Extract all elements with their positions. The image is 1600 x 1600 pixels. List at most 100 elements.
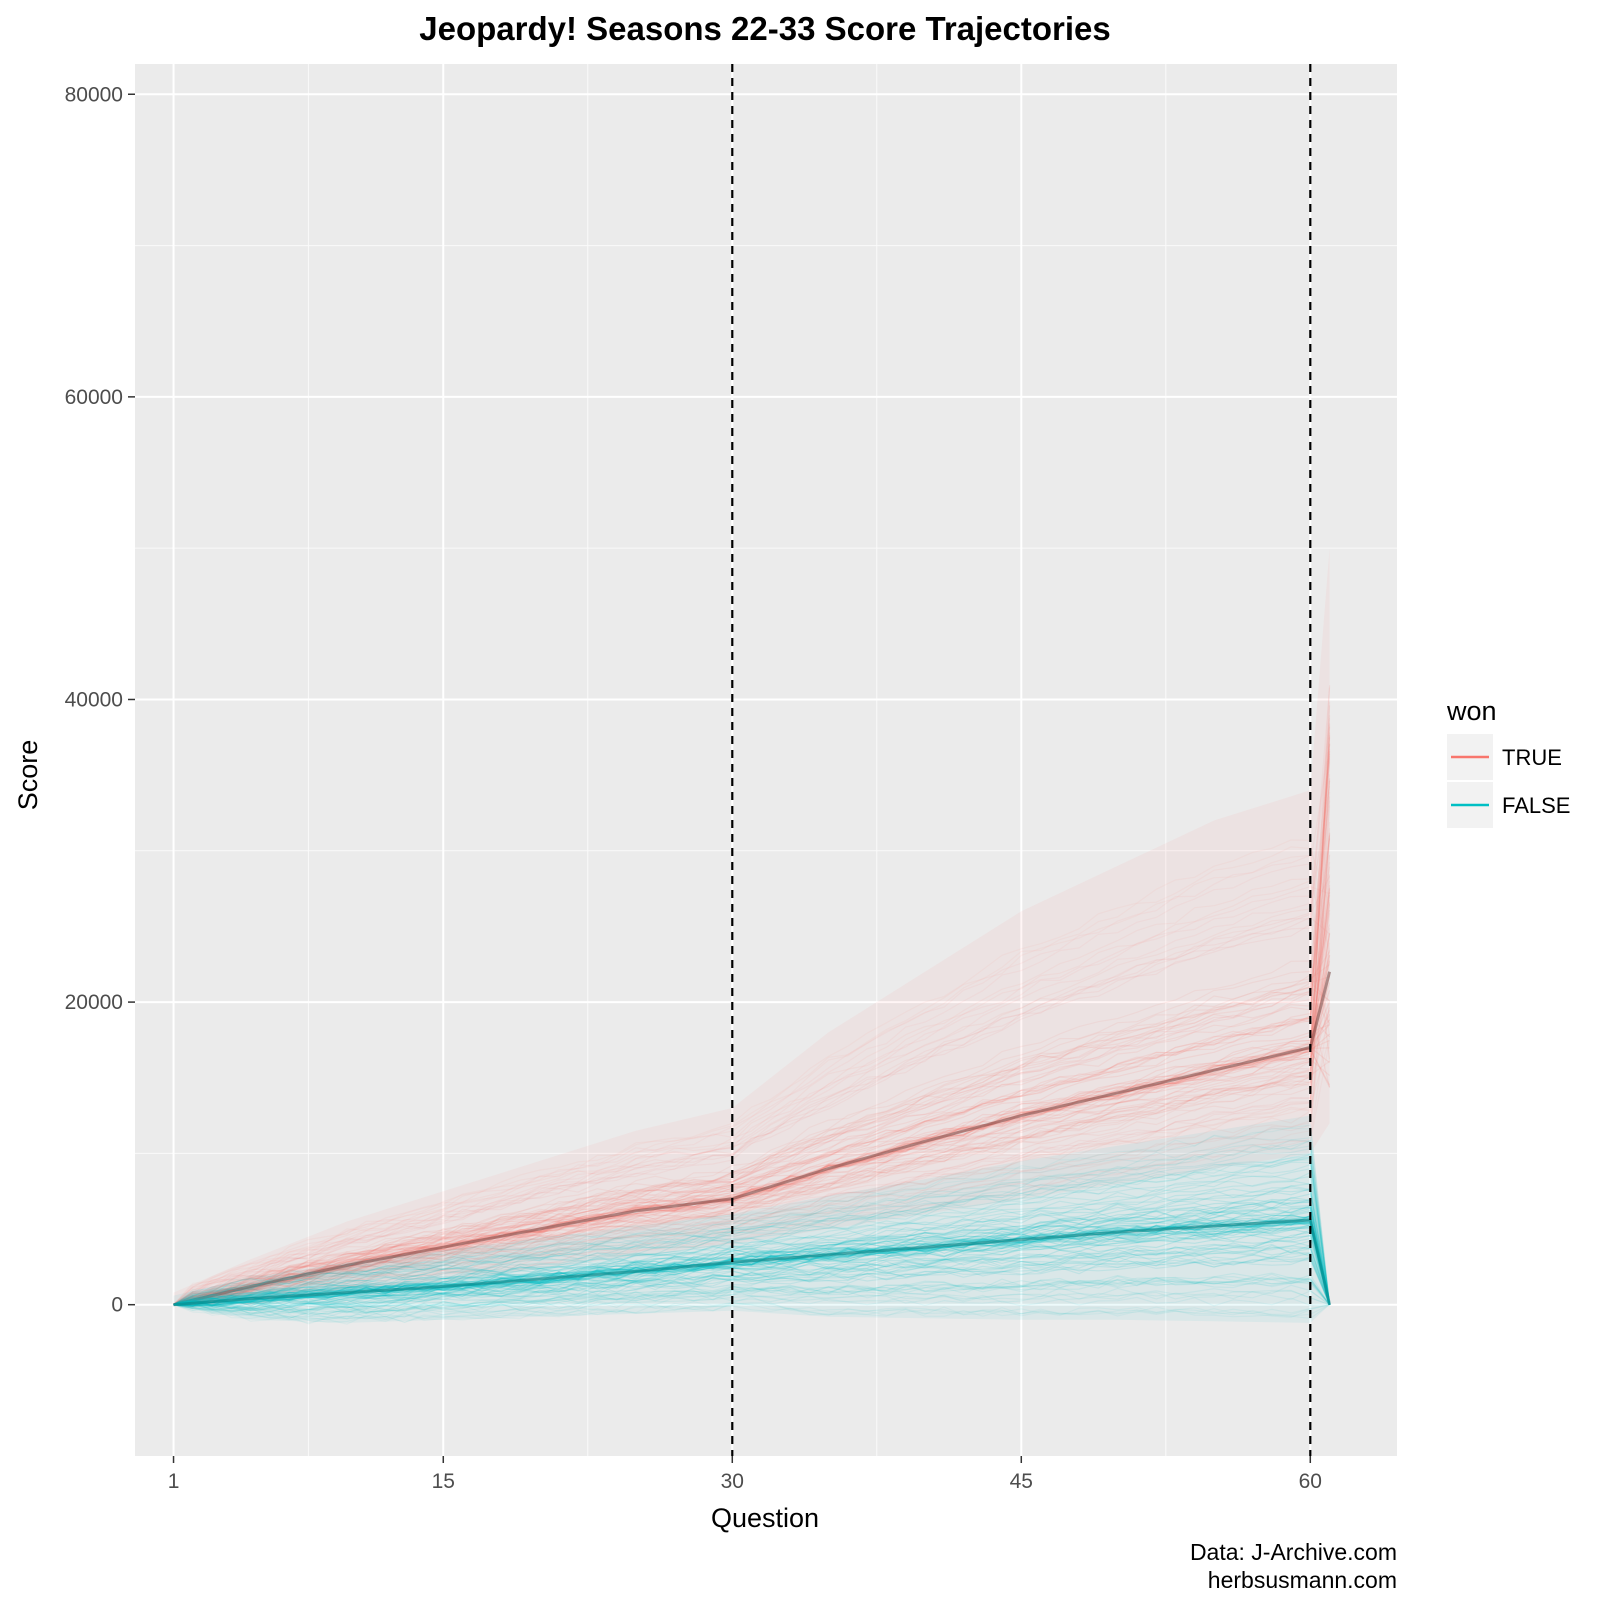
- x-tick-label: 60: [1299, 1470, 1322, 1493]
- trajectory-line: [173, 838, 1331, 1306]
- trajectory-line: [173, 839, 1331, 1306]
- trajectory-line: [173, 1001, 1331, 1306]
- trajectory-line: [173, 724, 1331, 1306]
- trajectory-line: [173, 1180, 1331, 1306]
- trajectory-line: [173, 994, 1331, 1306]
- trajectory-line: [173, 1193, 1331, 1306]
- trajectory-line: [173, 1284, 1330, 1318]
- trajectory-line: [173, 1252, 1331, 1310]
- trajectory-line: [173, 796, 1331, 1306]
- trajectory-line: [173, 1290, 1330, 1320]
- trajectory-line: [173, 1233, 1331, 1307]
- trajectory-line: [173, 1147, 1331, 1306]
- trajectory-line: [173, 1060, 1330, 1306]
- trajectory-line: [173, 1302, 1330, 1323]
- trajectory-line: [173, 1248, 1331, 1309]
- trajectory-line: [173, 1127, 1331, 1306]
- x-axis-title: Question: [711, 1503, 819, 1533]
- x-tick-label: 30: [721, 1470, 744, 1493]
- grid-lines: [135, 64, 1397, 1456]
- trajectory-line: [173, 913, 1331, 1306]
- trajectory-line: [173, 1003, 1331, 1306]
- trajectory-line: [173, 1222, 1331, 1306]
- trajectory-line: [173, 1137, 1331, 1306]
- trajectory-line: [173, 1159, 1331, 1306]
- trajectory-line: [173, 1007, 1331, 1306]
- trajectory-line: [173, 1240, 1331, 1308]
- trajectory-line: [173, 1232, 1331, 1306]
- trajectory-line: [173, 1272, 1331, 1314]
- trajectory-line: [173, 743, 1331, 1306]
- trajectory-line: [173, 745, 1331, 1306]
- trajectory-line: [173, 1048, 1331, 1306]
- trajectory-line: [173, 791, 1331, 1307]
- trajectory-line: [173, 835, 1331, 1306]
- trajectory-line: [173, 1156, 1331, 1306]
- trajectory-line: [173, 927, 1331, 1306]
- trajectory-line: [173, 1187, 1331, 1306]
- trajectory-line: [173, 976, 1330, 1306]
- trajectory-line: [173, 1234, 1331, 1307]
- trajectory-line: [173, 1302, 1330, 1323]
- caption-site: herbsusmann.com: [1208, 1567, 1397, 1593]
- trajectory-line: [173, 761, 1331, 1308]
- trajectory-line: [173, 1124, 1331, 1306]
- trajectory-line: [173, 1019, 1331, 1306]
- trajectory-line: [173, 837, 1331, 1306]
- x-tick-label: 15: [432, 1470, 455, 1493]
- trajectory-line: [173, 805, 1331, 1306]
- trajectory-line: [173, 832, 1331, 1306]
- trajectory-line: [173, 800, 1331, 1306]
- axes: 1 15 30 45 60 0 20000 40000 60000 80000: [65, 83, 1322, 1493]
- trajectory-line: [173, 1145, 1331, 1306]
- trajectory-line: [173, 1205, 1331, 1306]
- trajectory-line: [173, 1289, 1330, 1320]
- trajectory-line: [173, 832, 1331, 1306]
- panel-background: [135, 64, 1397, 1456]
- trajectory-line: [173, 1244, 1331, 1310]
- y-tick-label: 80000: [65, 83, 123, 106]
- trajectory-line: [173, 751, 1331, 1306]
- trajectory-line: [173, 1157, 1331, 1306]
- trajectory-line: [173, 912, 1331, 1306]
- trajectory-line: [173, 1156, 1331, 1306]
- trajectory-line: [173, 756, 1331, 1306]
- trajectory-line: [173, 1196, 1331, 1306]
- trajectory-line: [173, 955, 1331, 1306]
- trajectory-line: [173, 1161, 1331, 1306]
- trajectory-line: [173, 1153, 1331, 1306]
- trajectory-line: [173, 715, 1331, 1306]
- trajectory-line: [173, 1278, 1331, 1314]
- trajectory-line: [173, 774, 1331, 1306]
- trajectory-line: [173, 964, 1330, 1306]
- trajectory-line: [173, 924, 1331, 1306]
- trajectory-line: [173, 705, 1331, 1306]
- trajectory-line: [173, 1040, 1331, 1308]
- trajectory-line: [173, 1153, 1331, 1306]
- series-median-line: [173, 971, 1332, 1307]
- trajectory-line: [173, 960, 1331, 1306]
- trajectory-line: [173, 1183, 1331, 1306]
- series-median-line: [173, 1218, 1332, 1307]
- trajectory-line: [173, 933, 1331, 1307]
- trajectory-line: [173, 1256, 1331, 1311]
- trajectory-layer: [173, 548, 1332, 1325]
- trajectory-line: [173, 886, 1330, 1306]
- legend-label-true: TRUE: [1502, 745, 1562, 770]
- trajectory-line: [173, 900, 1331, 1308]
- trajectory-line: [173, 951, 1331, 1306]
- trajectory-line: [173, 1290, 1330, 1318]
- trajectory-line: [173, 1198, 1331, 1306]
- trajectory-line: [173, 846, 1331, 1306]
- y-tick-label: 20000: [65, 991, 123, 1014]
- trajectory-line: [173, 1275, 1331, 1314]
- trajectory-line: [173, 1220, 1331, 1306]
- trajectory-line: [173, 904, 1331, 1306]
- trajectory-line: [173, 1246, 1331, 1309]
- legend: won TRUE FALSE: [1446, 696, 1570, 828]
- trajectory-line: [173, 1016, 1331, 1306]
- trajectory-line: [173, 828, 1331, 1306]
- trajectory-line: [173, 722, 1331, 1306]
- trajectory-line: [173, 1200, 1331, 1306]
